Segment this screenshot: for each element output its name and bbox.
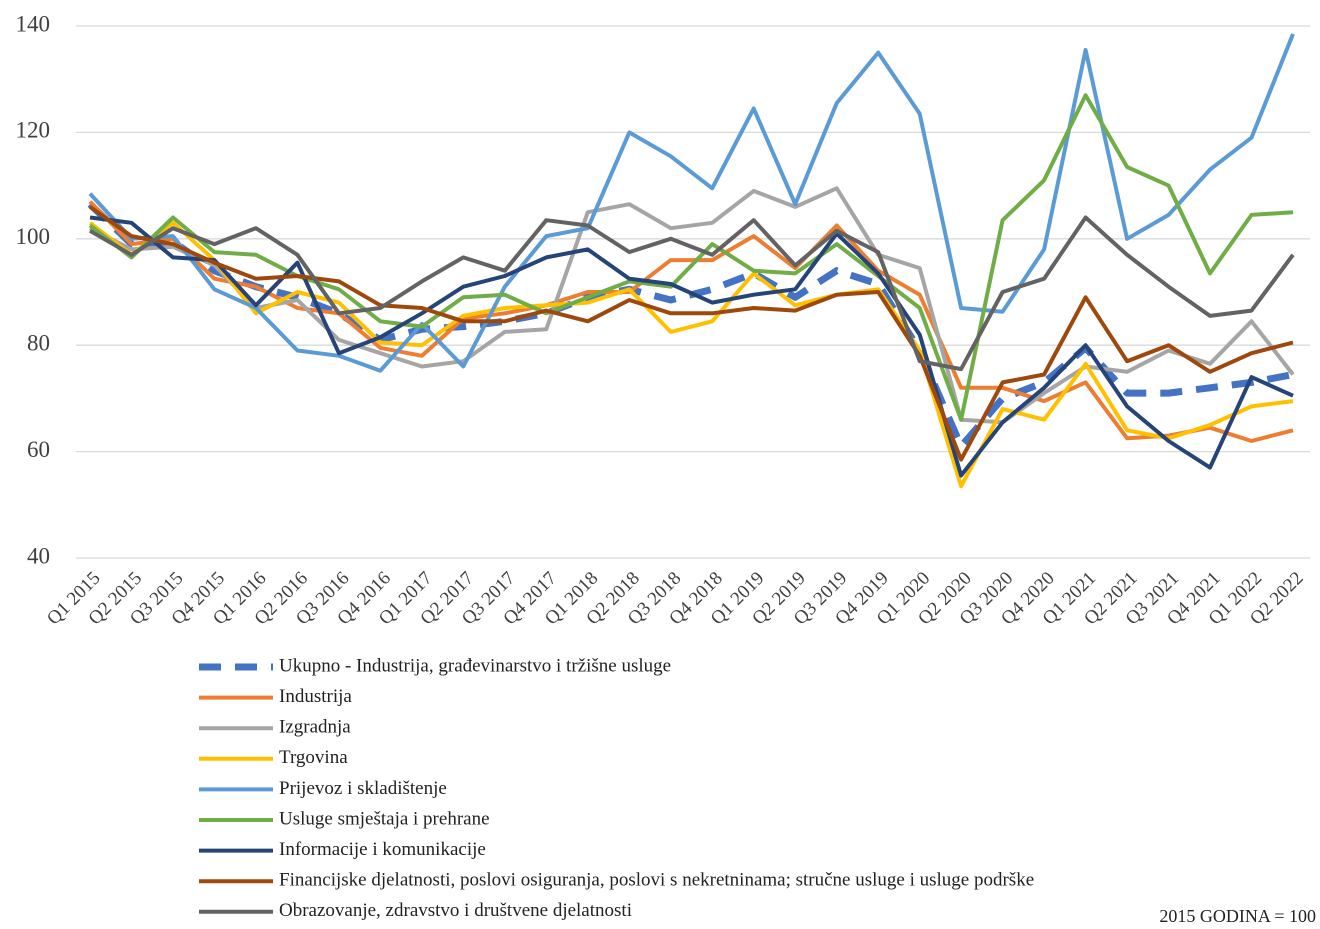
y-tick-label: 120 xyxy=(16,118,51,143)
legend-label: Prijevoz i skladištenje xyxy=(279,778,447,799)
series-line xyxy=(88,220,1294,489)
legend-label: Financijske djelatnosti, poslovi osigura… xyxy=(279,870,1034,891)
y-tick-label: 40 xyxy=(27,543,50,568)
legend-label: Ukupno - Industrija, građevinarstvo i tr… xyxy=(279,655,671,676)
legend-label: Trgovina xyxy=(279,747,348,768)
series-line xyxy=(89,215,1294,478)
legend-label: Industrija xyxy=(279,686,352,707)
series-line xyxy=(88,33,1295,373)
series-line xyxy=(88,215,1295,372)
annotation: 2015 GODINA = 100 xyxy=(1159,906,1316,926)
series-line xyxy=(89,186,1295,425)
y-tick-label: 100 xyxy=(16,224,51,249)
series-line xyxy=(88,205,1294,462)
legend-label: Usluge smještaja i prehrane xyxy=(279,808,490,829)
y-tick-label: 140 xyxy=(16,11,51,36)
series-line xyxy=(88,200,1294,443)
y-tick-label: 60 xyxy=(27,437,50,462)
legend-label: Obrazovanje, zdravstvo i društvene djela… xyxy=(279,900,632,921)
legend-label: Izgradnja xyxy=(279,717,351,738)
y-tick-label: 80 xyxy=(27,330,50,355)
legend-label: Informacije i komunikacije xyxy=(279,839,486,860)
